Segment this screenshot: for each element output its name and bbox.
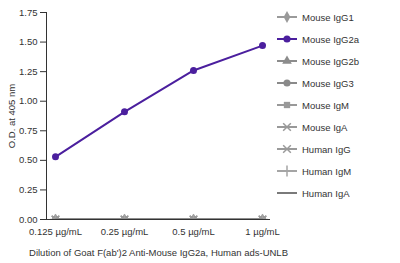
svg-text:O.D. at 405 nm: O.D. at 405 nm (6, 84, 17, 149)
svg-text:0.50: 0.50 (19, 154, 38, 165)
svg-text:1.00: 1.00 (19, 95, 38, 106)
svg-text:0.5 µg/mL: 0.5 µg/mL (172, 226, 214, 237)
svg-text:0.75: 0.75 (19, 125, 38, 136)
svg-text:1.75: 1.75 (19, 7, 38, 18)
html-text:Mouse IgG3: Mouse IgG3 (302, 77, 354, 89)
html-text:Mouse IgG1: Mouse IgG1 (302, 11, 354, 23)
svg-text:1.25: 1.25 (19, 66, 38, 77)
html-text:Mouse IgM: Mouse IgM (302, 99, 349, 111)
html-text:Human IgM: Human IgM (302, 165, 352, 177)
html-text:Human IgG: Human IgG (302, 143, 351, 155)
svg-text:Dilution of Goat F(ab')2 Anti-: Dilution of Goat F(ab')2 Anti-Mouse IgG2… (29, 247, 288, 258)
svg-text:1.50: 1.50 (19, 36, 38, 47)
svg-text:0.00: 0.00 (19, 214, 38, 225)
svg-text:0.125 µg/mL: 0.125 µg/mL (29, 226, 82, 237)
svg-text:0.25 µg/mL: 0.25 µg/mL (101, 226, 149, 237)
html-text:Human IgA: Human IgA (302, 187, 350, 199)
svg-text:0.25: 0.25 (19, 184, 38, 195)
svg-text:1 µg/mL: 1 µg/mL (245, 226, 280, 237)
html-text:Mouse IgA: Mouse IgA (302, 121, 348, 133)
html-text:Mouse IgG2b: Mouse IgG2b (302, 55, 359, 67)
html-text:Mouse IgG2a: Mouse IgG2a (302, 33, 359, 45)
